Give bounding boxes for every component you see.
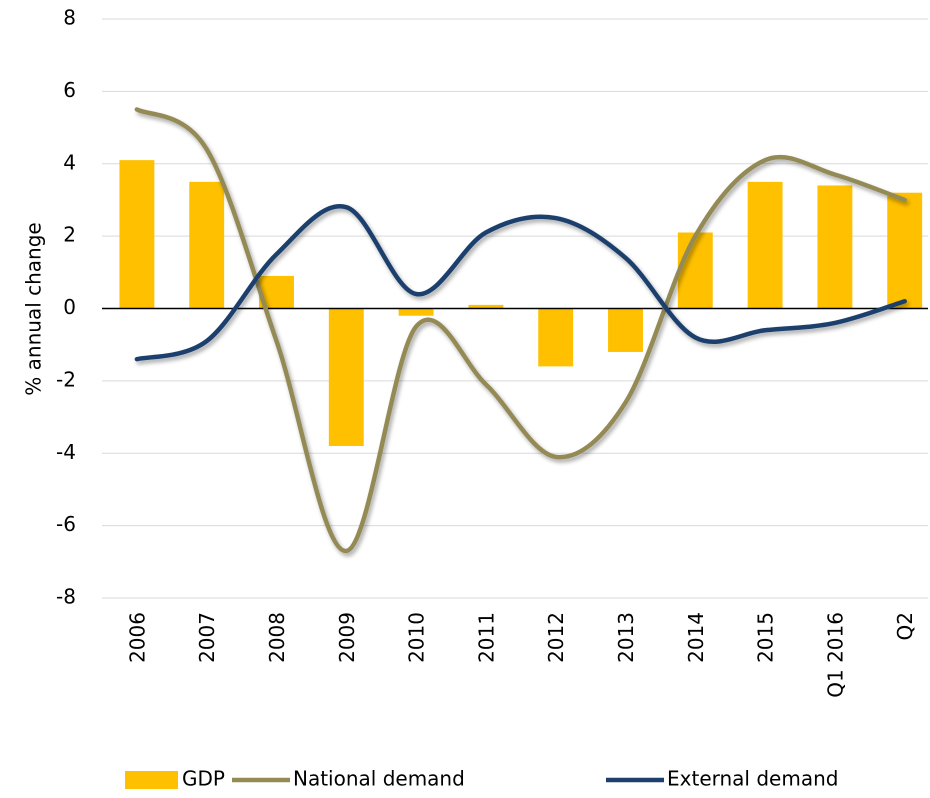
x-tick-label: 2010 [405, 612, 429, 663]
legend-label: GDP [182, 767, 225, 791]
bar [608, 308, 643, 352]
bar [119, 160, 155, 309]
y-tick-label: 4 [63, 150, 76, 174]
bar [817, 185, 853, 309]
y-tick-label: -4 [56, 440, 76, 464]
bar [677, 232, 713, 309]
line-series [134, 107, 907, 554]
x-tick-label: 2007 [195, 612, 219, 663]
bar [538, 308, 574, 367]
x-tick-label: 2011 [474, 612, 498, 663]
bar [468, 304, 504, 309]
bar [747, 181, 783, 309]
legend-swatch [125, 771, 178, 789]
y-tick-label: 8 [63, 6, 76, 30]
y-axis-label: % annual change [22, 222, 46, 395]
x-tick-label: 2015 [754, 612, 778, 663]
y-tick-label: -2 [56, 367, 76, 391]
y-tick-label: 2 [63, 223, 76, 247]
bar [189, 181, 225, 309]
y-tick-label: -8 [56, 585, 76, 609]
bar [887, 192, 923, 309]
x-tick-label: 2009 [335, 612, 359, 663]
x-tick-label: 2013 [614, 612, 638, 663]
y-tick-label: -6 [56, 512, 76, 536]
x-tick-label: Q1 2016 [823, 612, 847, 698]
legend-label: External demand [667, 767, 838, 791]
bar [398, 308, 434, 316]
x-tick-label: 2012 [544, 612, 568, 663]
x-tick-label: 2006 [125, 612, 149, 663]
legend-label: National demand [293, 767, 465, 791]
y-tick-label: 0 [63, 295, 76, 319]
line-series [134, 204, 907, 362]
y-tick-label: 6 [63, 78, 76, 102]
x-tick-label: 2014 [684, 612, 708, 663]
x-tick-label: 2008 [265, 612, 289, 663]
bar [328, 308, 364, 447]
x-tick-label: Q2 [893, 612, 917, 640]
